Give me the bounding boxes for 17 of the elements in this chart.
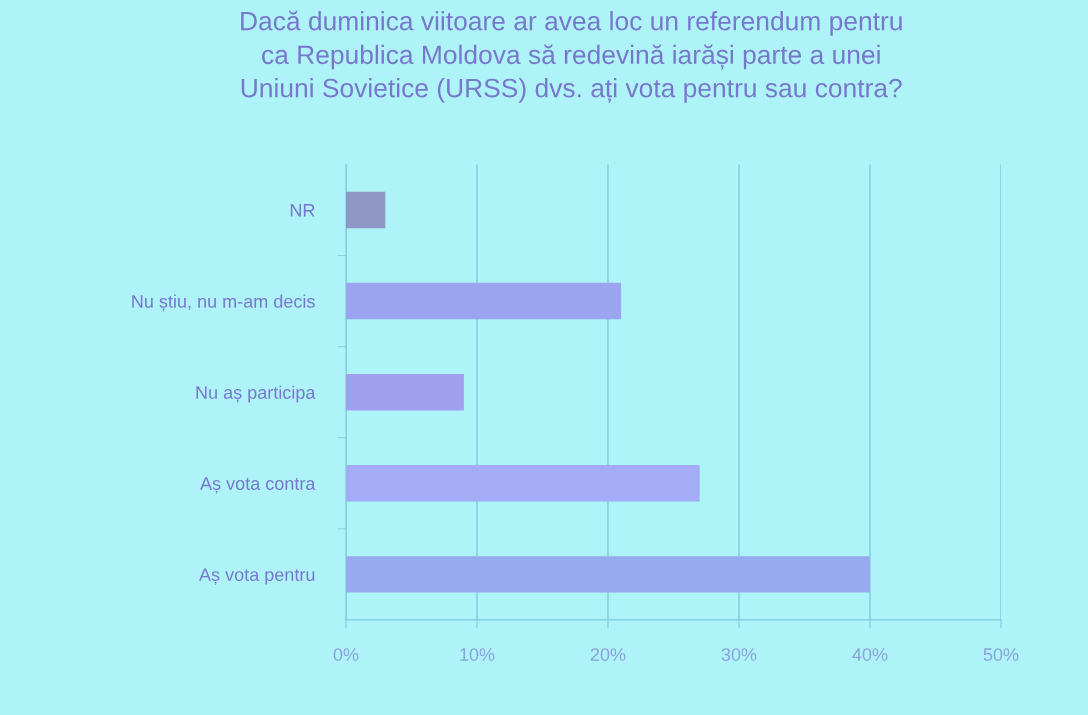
x-tick-label: 30% <box>721 648 757 661</box>
bar <box>345 465 700 502</box>
y-tick-label: Aș vota pentru <box>199 568 315 585</box>
bar <box>345 556 870 593</box>
y-tick-label: Nu aș participa <box>196 385 316 403</box>
x-tick-label: 40% <box>852 648 888 661</box>
bar <box>345 282 622 320</box>
chart-title: Dacă duminica viitoare ar avea loc un referendum pentru ca Republica Moldova să redevină iarăși parte a unei Uniuni Sovietice (URSS) dvs. ați vota pentru sau contra? <box>241 10 902 103</box>
x-tick-label: 20% <box>590 648 626 661</box>
y-tick-label: Nu știu, nu m-am decis <box>132 294 315 312</box>
y-tick-label: NR <box>290 204 315 217</box>
y-tick-label: Aș vota contra <box>200 477 316 494</box>
x-tick-label: 0% <box>333 648 359 661</box>
bar <box>345 191 386 229</box>
x-tick-label: 50% <box>983 648 1019 661</box>
x-tick-label: 10% <box>460 648 495 661</box>
bar <box>345 373 464 411</box>
